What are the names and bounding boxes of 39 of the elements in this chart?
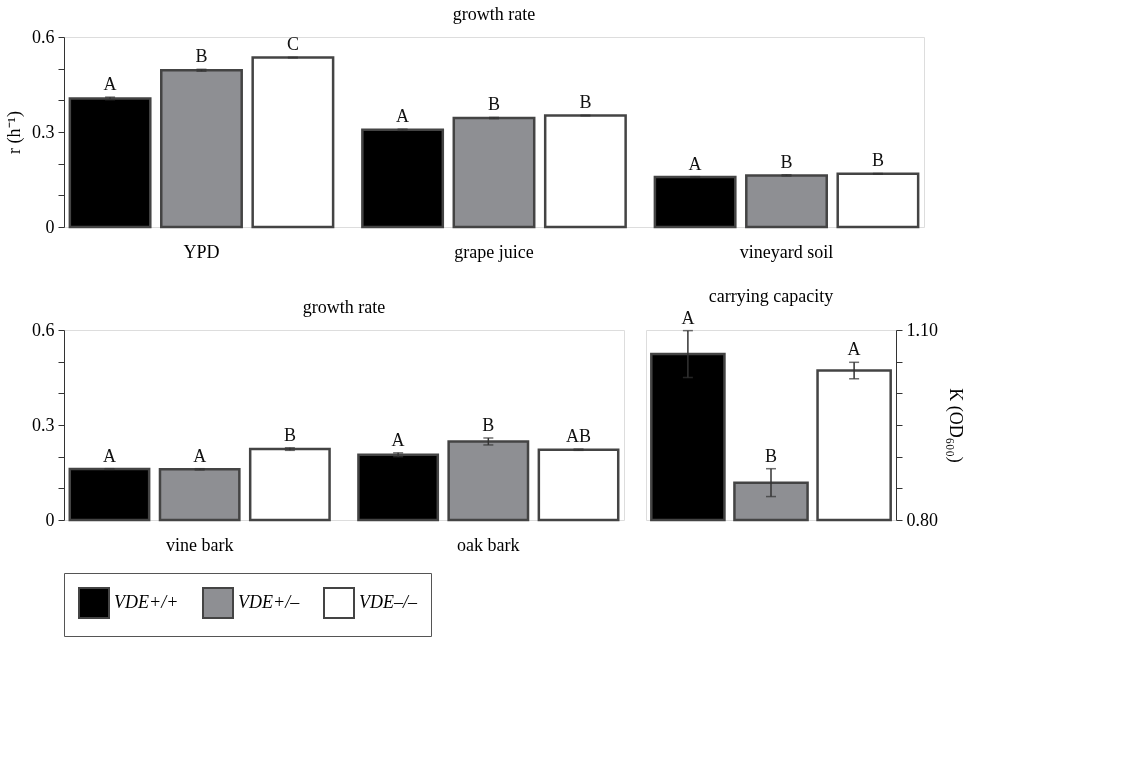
y-tick-label: 0 [45, 509, 55, 530]
x-tick-label: oak bark [457, 534, 520, 555]
data-label: B [487, 94, 501, 115]
data-label: A [396, 106, 410, 127]
data-label: C [286, 34, 299, 55]
data-label: A [847, 339, 861, 360]
y-tick-label: 0.3 [32, 121, 55, 142]
y-tick-label: 0 [45, 216, 55, 237]
data-label: AB [566, 426, 592, 447]
chart-title: carrying capacity [708, 285, 834, 306]
y-tick-label: 1.10 [906, 319, 938, 340]
data-label: A [688, 153, 702, 174]
y-axis-title: K (OD₆₀₀) [945, 388, 966, 463]
y-tick-label: 0.3 [32, 414, 55, 435]
data-label: B [482, 414, 495, 435]
data-label: B [764, 445, 778, 466]
y-tick-label: 0.6 [32, 26, 55, 47]
x-tick-label: YPD [183, 241, 220, 262]
data-label: B [195, 46, 208, 67]
legend-label: VDE+/– [238, 592, 301, 612]
data-label: A [193, 445, 207, 466]
data-label: A [103, 74, 117, 95]
data-label: B [780, 151, 793, 172]
chart-title: growth rate [302, 297, 386, 317]
data-label: B [871, 150, 884, 171]
x-tick-label: vine bark [165, 534, 234, 555]
data-label: B [579, 92, 592, 113]
data-label: A [391, 429, 405, 450]
data-label: A [681, 307, 695, 328]
x-tick-label: grape juice [454, 241, 534, 262]
y-tick-label: 0.6 [32, 319, 55, 340]
chart-title: growth rate [452, 4, 536, 24]
data-label: A [102, 445, 116, 466]
legend-label: VDE–/– [359, 592, 418, 612]
y-axis-title: r (h⁻¹) [4, 111, 25, 154]
legend-label: VDE+/+ [114, 592, 179, 612]
x-tick-label: vineyard soil [739, 241, 834, 262]
y-tick-label: 0.80 [906, 509, 938, 530]
data-label: B [283, 424, 296, 445]
